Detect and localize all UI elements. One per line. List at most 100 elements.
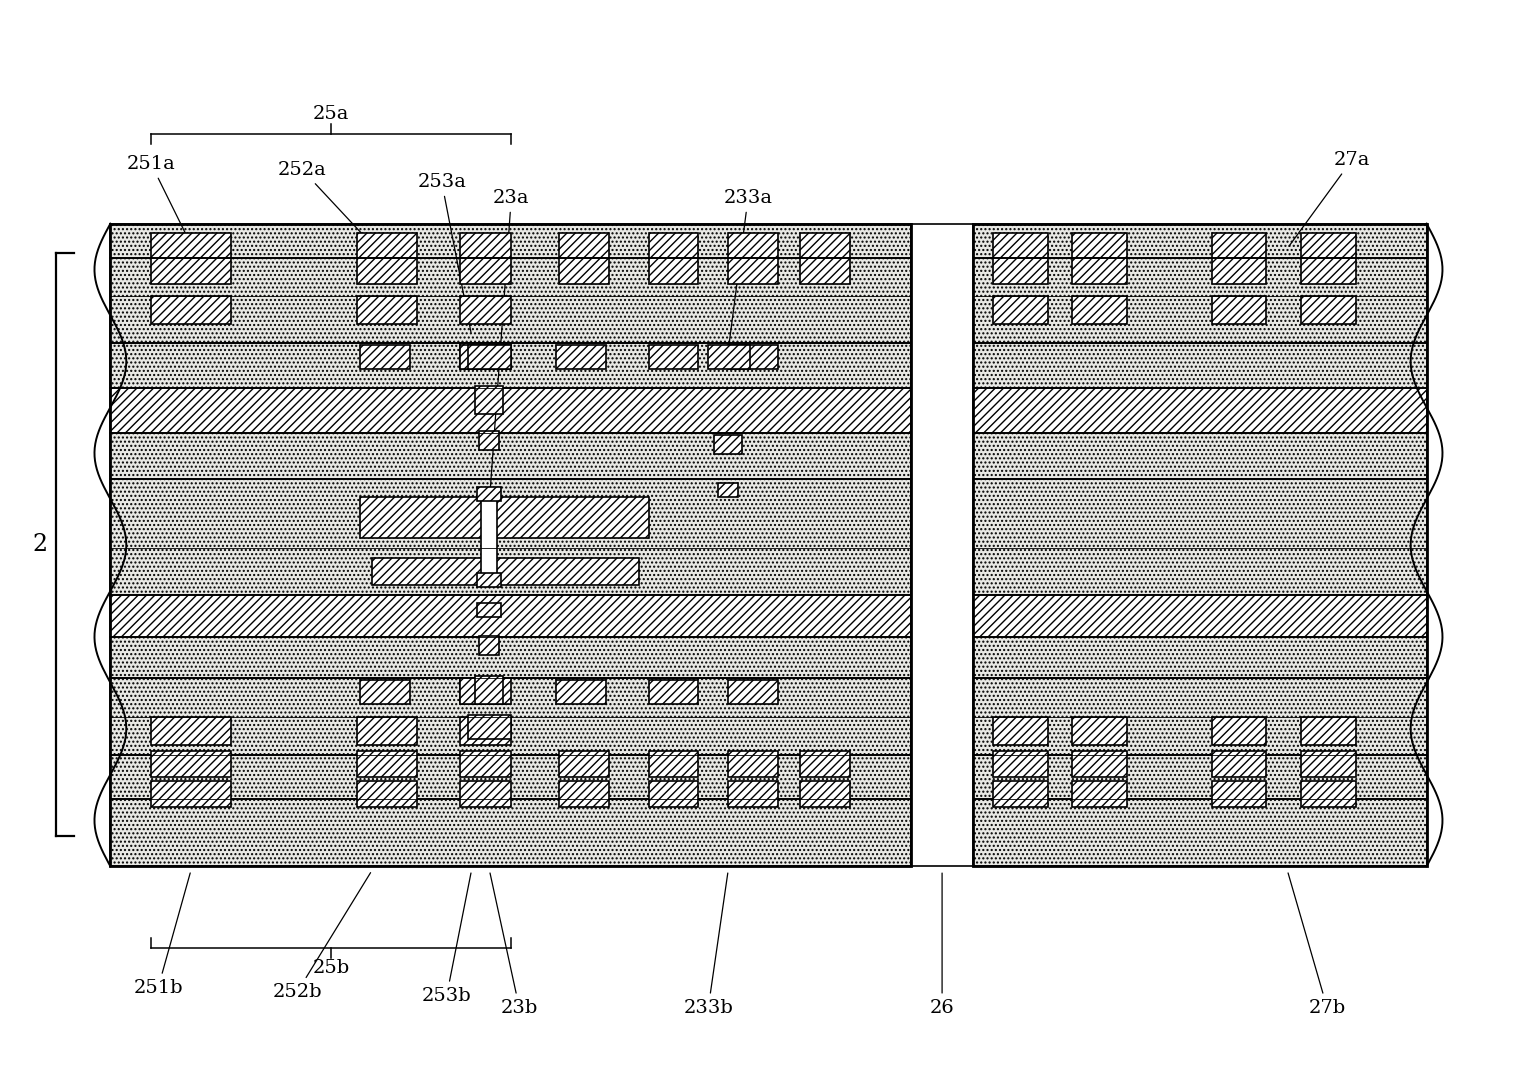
Bar	[1072, 259, 1127, 285]
Bar	[972, 259, 1427, 343]
Bar	[110, 388, 911, 432]
Bar	[110, 595, 911, 637]
Bar	[728, 259, 778, 285]
Text: 251a: 251a	[127, 155, 190, 243]
Bar	[460, 259, 511, 285]
Text: 23b: 23b	[489, 873, 538, 1017]
Text: 253b: 253b	[422, 873, 471, 1005]
Bar	[1301, 296, 1356, 324]
Bar	[800, 233, 850, 259]
Bar	[358, 751, 417, 777]
Bar	[110, 678, 911, 755]
Bar	[1072, 717, 1127, 745]
Bar	[460, 751, 511, 777]
Bar	[1072, 751, 1127, 777]
Text: 233b: 233b	[683, 873, 734, 1017]
Bar	[482, 494, 497, 581]
Bar	[358, 233, 417, 259]
Bar	[728, 233, 778, 259]
Bar	[151, 233, 231, 259]
Bar	[972, 223, 1427, 867]
Bar	[476, 676, 503, 704]
Text: 251b: 251b	[133, 873, 190, 997]
Bar	[151, 296, 231, 324]
Bar	[1211, 717, 1266, 745]
Bar	[477, 487, 502, 501]
Bar	[1301, 233, 1356, 259]
Bar	[1301, 751, 1356, 777]
Bar	[560, 259, 609, 285]
Bar	[800, 259, 850, 285]
Bar	[648, 259, 699, 285]
Bar	[972, 595, 1427, 637]
Bar	[648, 680, 699, 704]
Bar	[648, 345, 699, 369]
Bar	[460, 678, 511, 704]
Bar	[1211, 259, 1266, 285]
Bar	[560, 780, 609, 806]
Bar	[992, 259, 1047, 285]
Bar	[480, 430, 500, 451]
Bar	[110, 799, 911, 867]
Bar	[361, 345, 410, 369]
Bar	[1072, 296, 1127, 324]
Bar	[110, 637, 911, 678]
Bar	[992, 296, 1047, 324]
Bar	[557, 345, 605, 369]
Text: 27a: 27a	[1289, 151, 1370, 246]
Bar	[648, 751, 699, 777]
Bar	[460, 680, 509, 704]
Bar	[1211, 751, 1266, 777]
Bar	[560, 751, 609, 777]
Bar	[460, 233, 511, 259]
Bar	[972, 637, 1427, 678]
Bar	[358, 259, 417, 285]
Bar	[972, 388, 1427, 432]
Text: 25b: 25b	[312, 958, 350, 977]
Bar	[110, 480, 911, 595]
Bar	[110, 223, 911, 867]
Bar	[648, 780, 699, 806]
Bar	[972, 343, 1427, 388]
Bar	[992, 780, 1047, 806]
Bar	[477, 603, 502, 617]
Bar	[460, 780, 511, 806]
Bar	[1211, 233, 1266, 259]
Bar	[728, 345, 778, 369]
Text: 25a: 25a	[313, 106, 350, 123]
Bar	[728, 751, 778, 777]
Bar	[560, 233, 609, 259]
Bar	[800, 751, 850, 777]
Bar	[361, 680, 410, 704]
Bar	[992, 717, 1047, 745]
Bar	[468, 715, 511, 738]
Bar	[110, 259, 911, 343]
Bar	[151, 780, 231, 806]
Bar	[110, 432, 911, 480]
Bar	[358, 780, 417, 806]
Text: 2: 2	[32, 534, 47, 556]
Text: 27b: 27b	[1287, 873, 1346, 1017]
Text: 252b: 252b	[272, 873, 370, 1000]
Bar	[648, 233, 699, 259]
Bar	[460, 343, 511, 369]
Bar	[460, 345, 509, 369]
Bar	[972, 432, 1427, 480]
Bar	[151, 751, 231, 777]
Bar	[358, 717, 417, 745]
Bar	[972, 678, 1427, 755]
Bar	[460, 296, 511, 324]
Bar	[477, 572, 502, 586]
Text: 233a: 233a	[723, 189, 772, 348]
Bar	[972, 480, 1427, 595]
Text: 252a: 252a	[278, 161, 370, 243]
Bar	[460, 717, 511, 745]
Text: 26: 26	[930, 873, 954, 1017]
Bar	[361, 497, 648, 538]
Bar	[557, 680, 605, 704]
Bar	[110, 755, 911, 799]
Bar	[358, 296, 417, 324]
Bar	[972, 799, 1427, 867]
Bar	[719, 483, 739, 497]
Text: 253a: 253a	[417, 172, 471, 332]
